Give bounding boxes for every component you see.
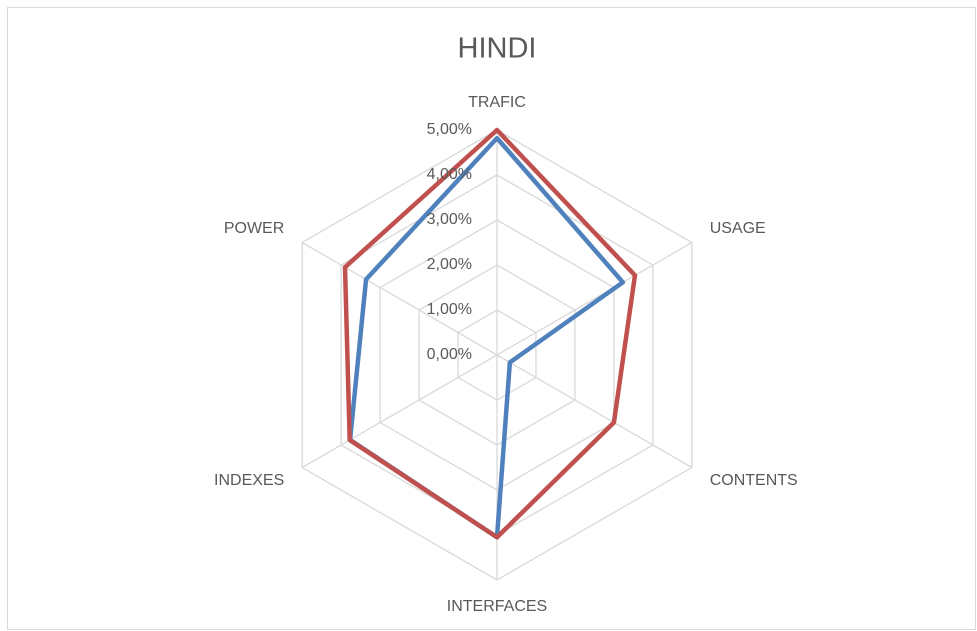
- y-tick-label: 0,00%: [427, 346, 472, 363]
- spoke: [496, 241, 693, 356]
- spoke: [301, 354, 498, 469]
- category-label: TRAFIC: [468, 94, 526, 111]
- category-label: INDEXES: [214, 472, 284, 489]
- y-tick-label: 2,00%: [427, 256, 472, 273]
- category-label: POWER: [224, 220, 284, 237]
- chart-title: HINDI: [458, 33, 537, 65]
- spoke: [301, 241, 498, 356]
- y-tick-label: 4,00%: [427, 166, 472, 183]
- y-tick-label: 3,00%: [427, 211, 472, 228]
- category-label: INTERFACES: [447, 598, 547, 615]
- y-tick-label: 5,00%: [427, 121, 472, 138]
- spoke: [496, 354, 693, 469]
- y-tick-label: 1,00%: [427, 301, 472, 318]
- chart-frame: [7, 7, 976, 630]
- series-line: [342, 127, 638, 540]
- category-label: USAGE: [710, 220, 766, 237]
- category-label: CONTENTS: [710, 472, 798, 489]
